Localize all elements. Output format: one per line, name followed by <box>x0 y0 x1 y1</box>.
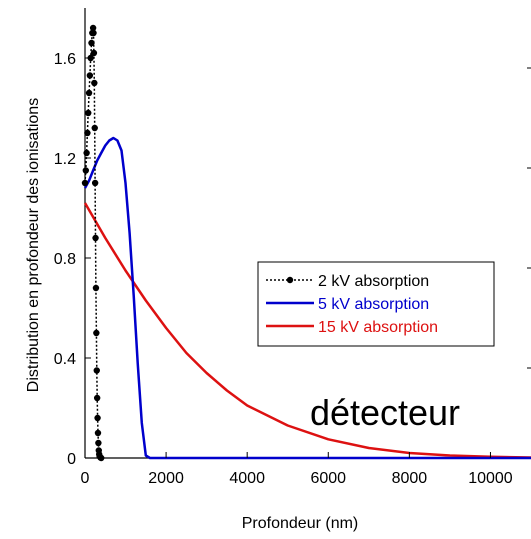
series-1-marker <box>85 109 92 117</box>
y-tick-label: 1.2 <box>54 151 76 168</box>
series-1-marker <box>88 39 95 47</box>
series-1-marker <box>91 179 99 187</box>
series-1-marker <box>98 454 105 462</box>
x-tick-label: 0 <box>81 470 90 487</box>
series-1-marker <box>93 394 101 402</box>
series-1-marker <box>86 72 94 79</box>
series-1-marker <box>93 329 100 337</box>
detector-annotation: détecteur <box>310 392 460 433</box>
plot-area <box>84 8 531 459</box>
series-layer <box>81 24 531 462</box>
legend: 2 kV absorption 5 kV absorption 15 kV abso… <box>257 261 495 347</box>
series-1-marker <box>82 167 90 174</box>
series-line-2 <box>83 136 531 460</box>
series-1-marker <box>90 29 97 37</box>
series-1-marker <box>92 284 100 292</box>
legend-label: 15 kV absorption <box>318 319 438 336</box>
y-tick-label: 0 <box>67 451 76 468</box>
x-axis-label: Profondeur (nm) <box>242 515 359 532</box>
series-1-marker <box>85 89 93 97</box>
series-1-marker <box>83 149 90 157</box>
x-tick-label: 4000 <box>229 470 265 487</box>
series-1-marker <box>90 49 98 57</box>
x-tick-label: 6000 <box>310 470 346 487</box>
series-1-marker <box>81 179 89 187</box>
legend-items: 2 kV absorption 5 kV absorption 15 kV abso… <box>266 273 438 336</box>
series-1-marker <box>84 129 91 137</box>
x-tick-label: 8000 <box>392 470 428 487</box>
y-tick-label: 1.6 <box>54 51 76 68</box>
series-line-3 <box>83 202 531 459</box>
series-1-marker <box>93 367 100 374</box>
y-tick-label: 0.4 <box>54 351 76 368</box>
legend-label: 5 kV absorption <box>318 296 429 313</box>
x-tick-label: 10000 <box>468 470 513 487</box>
legend-label: 2 kV absorption <box>318 273 429 290</box>
legend-marker <box>286 276 294 284</box>
x-tick-label: 2000 <box>148 470 184 487</box>
series-1-marker <box>91 79 98 87</box>
y-tick-label: 0.8 <box>54 251 76 268</box>
series-1-marker <box>92 234 99 242</box>
series-1-marker <box>89 24 97 32</box>
series-1-marker <box>94 429 102 437</box>
series-1-marker <box>94 414 101 422</box>
ticks-layer: 0 2000 4000 6000 8000 10000 0 0.4 0.8 1.2 1.6 <box>54 51 531 487</box>
y-axis-label: Distribution en profondeur des ionisatio… <box>25 98 42 392</box>
series-1-marker <box>95 439 102 447</box>
series-1-marker <box>91 124 98 132</box>
